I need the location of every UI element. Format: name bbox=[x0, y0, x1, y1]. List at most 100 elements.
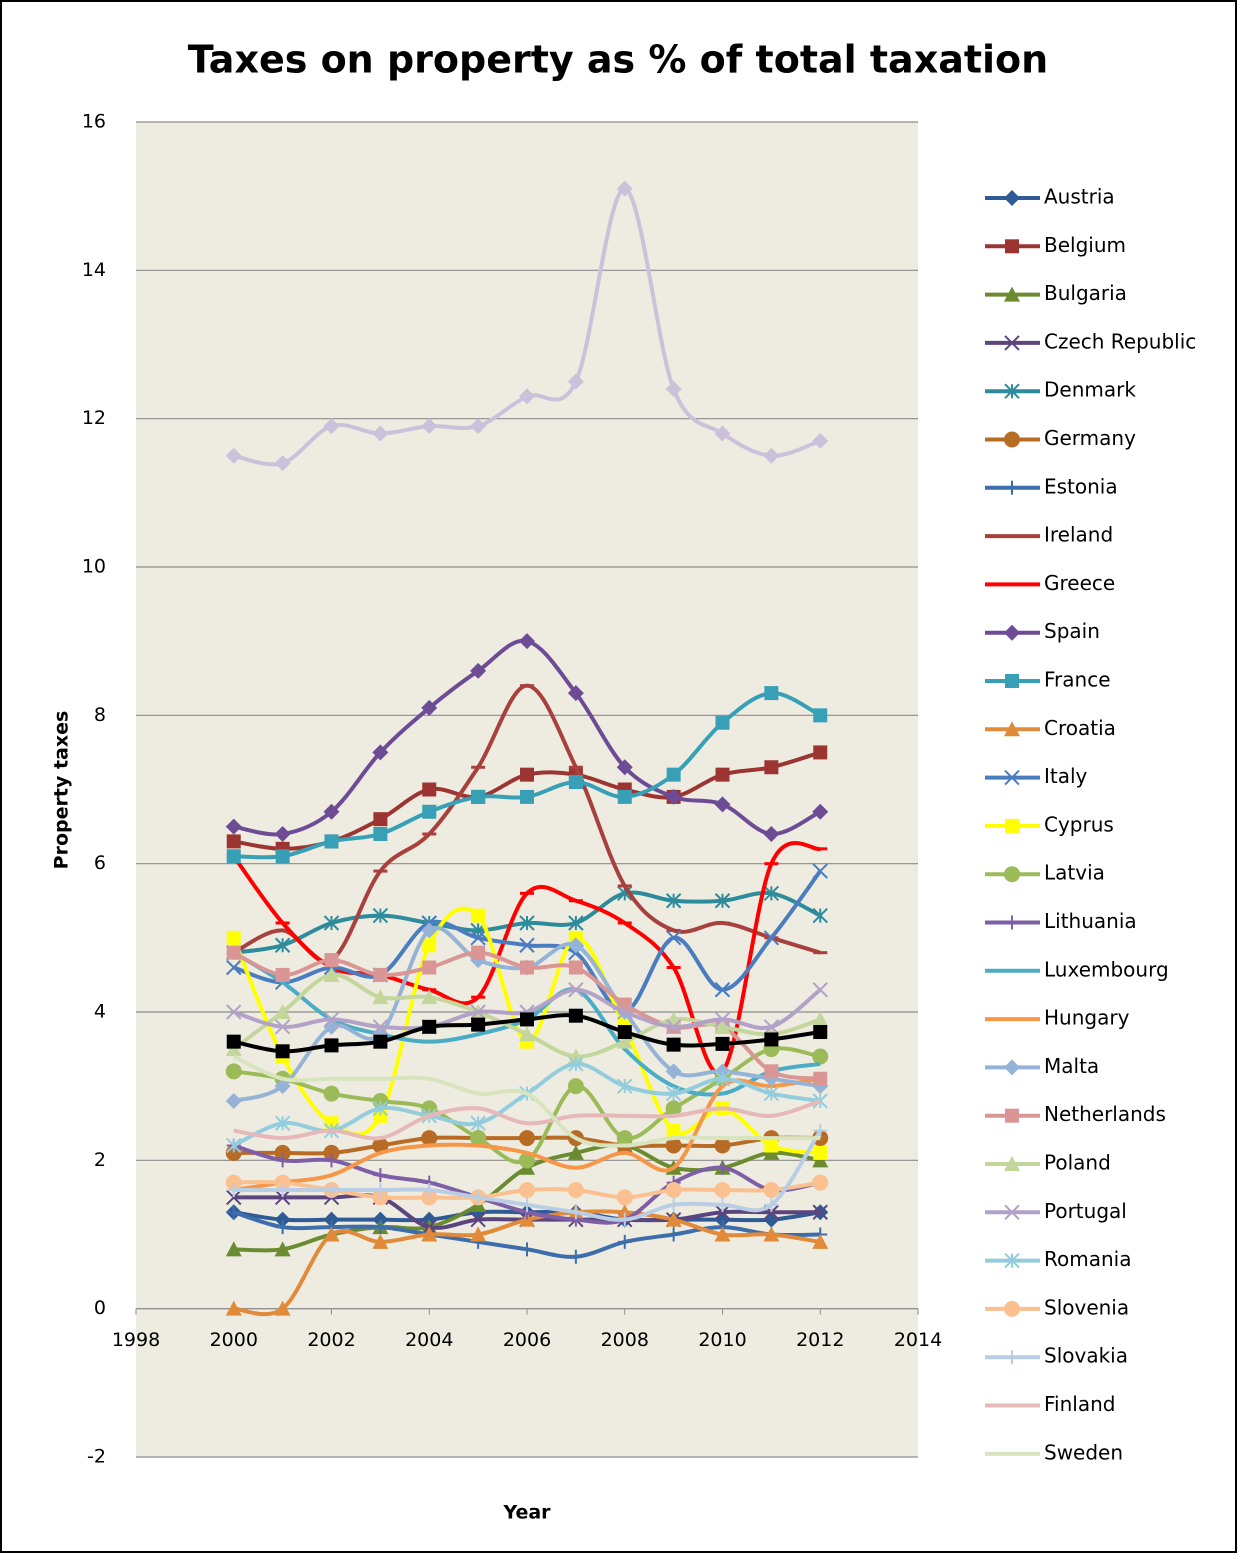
legend-label: Czech Republic bbox=[1044, 329, 1196, 353]
marker bbox=[520, 767, 534, 782]
marker bbox=[665, 381, 682, 397]
x-tick-label: 2002 bbox=[307, 1329, 355, 1351]
marker bbox=[519, 633, 535, 650]
y-axis-title: Property taxes bbox=[51, 711, 73, 870]
legend-label: Netherlands bbox=[1044, 1102, 1166, 1126]
marker bbox=[274, 1004, 291, 1019]
marker bbox=[225, 1174, 242, 1191]
marker bbox=[1005, 818, 1019, 833]
marker bbox=[421, 1189, 438, 1206]
marker bbox=[763, 447, 780, 464]
marker bbox=[274, 455, 291, 472]
marker bbox=[616, 759, 633, 776]
marker bbox=[813, 1025, 828, 1040]
legend-label: Estonia bbox=[1044, 474, 1118, 498]
legend-label: Cyprus bbox=[1044, 812, 1114, 836]
marker bbox=[275, 1044, 290, 1059]
marker bbox=[813, 745, 828, 760]
series bbox=[226, 1008, 828, 1059]
marker bbox=[616, 1130, 633, 1147]
series-line bbox=[233, 1099, 821, 1141]
y-tick-label: 12 bbox=[82, 407, 106, 429]
marker bbox=[274, 1115, 291, 1131]
series bbox=[225, 633, 829, 842]
marker bbox=[567, 937, 584, 954]
marker bbox=[225, 447, 242, 464]
marker bbox=[714, 425, 731, 442]
marker bbox=[470, 930, 486, 946]
marker bbox=[715, 715, 730, 730]
marker bbox=[763, 1085, 780, 1102]
marker bbox=[617, 1025, 632, 1040]
marker bbox=[812, 1233, 829, 1249]
x-axis-title: Year bbox=[502, 1502, 551, 1524]
marker bbox=[763, 826, 780, 842]
marker bbox=[421, 699, 438, 716]
legend-label: Luxembourg bbox=[1044, 957, 1169, 981]
marker bbox=[226, 849, 241, 864]
series bbox=[226, 1123, 828, 1227]
marker bbox=[226, 945, 241, 960]
marker bbox=[715, 1197, 730, 1212]
marker bbox=[372, 1233, 389, 1249]
x-tick-label: 2010 bbox=[698, 1329, 746, 1351]
legend-label: Spain bbox=[1044, 619, 1100, 643]
marker bbox=[665, 1137, 682, 1154]
marker bbox=[813, 1071, 828, 1086]
y-tick-label: 0 bbox=[94, 1297, 106, 1319]
grid: -2 0 2 4 6 8 10 12 14 16 1998 2000 2002 2004 2006 2008 2… bbox=[82, 111, 942, 1468]
marker bbox=[421, 922, 438, 939]
marker bbox=[764, 1064, 779, 1079]
marker bbox=[616, 1189, 633, 1206]
y-tick-label: 14 bbox=[82, 259, 106, 281]
legend-label: Slovenia bbox=[1044, 1295, 1129, 1319]
marker bbox=[422, 938, 437, 953]
legend-label: Ireland bbox=[1044, 523, 1113, 547]
marker bbox=[1004, 1156, 1020, 1171]
marker bbox=[372, 989, 389, 1005]
marker bbox=[665, 1085, 682, 1102]
marker bbox=[470, 1211, 486, 1228]
marker bbox=[519, 1182, 535, 1198]
marker bbox=[421, 418, 438, 435]
marker bbox=[1004, 335, 1020, 351]
marker bbox=[665, 1019, 682, 1035]
marker bbox=[812, 907, 828, 924]
marker bbox=[714, 1137, 731, 1154]
marker bbox=[323, 1011, 340, 1028]
marker bbox=[665, 930, 682, 946]
marker bbox=[1005, 1108, 1019, 1123]
y-tick-label: 16 bbox=[82, 111, 106, 133]
y-tick-label: -2 bbox=[87, 1446, 106, 1468]
legend-label: Greece bbox=[1044, 571, 1115, 595]
legend-label: France bbox=[1044, 668, 1111, 692]
marker bbox=[422, 782, 437, 797]
marker bbox=[567, 1144, 584, 1160]
marker bbox=[373, 1220, 388, 1235]
marker bbox=[617, 1078, 633, 1094]
marker bbox=[471, 945, 486, 960]
marker bbox=[373, 827, 388, 841]
marker bbox=[616, 1033, 633, 1049]
marker bbox=[1004, 866, 1020, 883]
marker bbox=[567, 1182, 584, 1198]
plot-area bbox=[136, 122, 918, 1457]
marker bbox=[275, 849, 290, 864]
marker bbox=[471, 1190, 486, 1205]
marker bbox=[226, 959, 242, 976]
legend-label: Poland bbox=[1044, 1151, 1111, 1175]
marker bbox=[323, 1211, 340, 1228]
legend-label: Latvia bbox=[1044, 861, 1105, 885]
marker bbox=[520, 789, 534, 804]
marker bbox=[714, 1071, 731, 1087]
marker bbox=[1004, 431, 1020, 448]
marker bbox=[763, 930, 780, 946]
marker bbox=[616, 180, 633, 197]
marker bbox=[1004, 383, 1020, 399]
marker bbox=[714, 1018, 731, 1034]
marker bbox=[617, 1234, 632, 1249]
marker bbox=[274, 1300, 291, 1316]
marker bbox=[324, 834, 339, 849]
x-tick-label: 2012 bbox=[796, 1329, 844, 1351]
